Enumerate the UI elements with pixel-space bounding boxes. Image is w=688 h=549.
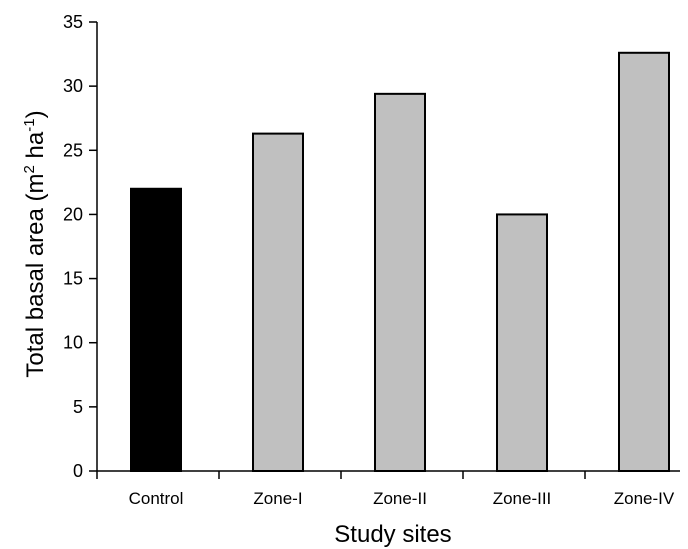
- y-tick-label: 15: [63, 269, 83, 289]
- x-tick-label: Zone-IV: [614, 489, 675, 508]
- y-axis-title-prefix: Total basal area (m: [22, 173, 49, 377]
- y-tick-label: 30: [63, 76, 83, 96]
- y-tick-label: 5: [73, 397, 83, 417]
- y-axis-title: Total basal area (m2 ha-1): [21, 110, 49, 377]
- x-tick-label: Zone-I: [253, 489, 302, 508]
- bar-zone-ii: [374, 92, 426, 472]
- y-axis-title-sup-2: -1: [21, 118, 38, 131]
- bar-zone-i: [252, 132, 304, 472]
- y-axis-title-mid: ha: [22, 131, 49, 165]
- y-tick-label: 35: [63, 12, 83, 32]
- plot-area: 0 5 10 15 20 25 30 35 Control Zone-I Zone-II Zone-I…: [63, 12, 680, 508]
- y-tick-label: 25: [63, 140, 83, 160]
- bar-zone-iv: [618, 51, 670, 472]
- y-tick-label: 20: [63, 204, 83, 224]
- x-axis-title: Study sites: [334, 521, 451, 548]
- y-tick-label: 0: [73, 461, 83, 481]
- x-tick-label: Control: [129, 489, 184, 508]
- bar-zone-iii: [496, 213, 548, 473]
- bar-control: [130, 187, 182, 472]
- x-tick-label: Zone-II: [373, 489, 427, 508]
- y-tick-label: 10: [63, 333, 83, 353]
- y-axis-title-sup-1: 2: [21, 165, 38, 173]
- x-tick-label: Zone-III: [493, 489, 552, 508]
- y-axis-title-suffix: ): [22, 110, 49, 118]
